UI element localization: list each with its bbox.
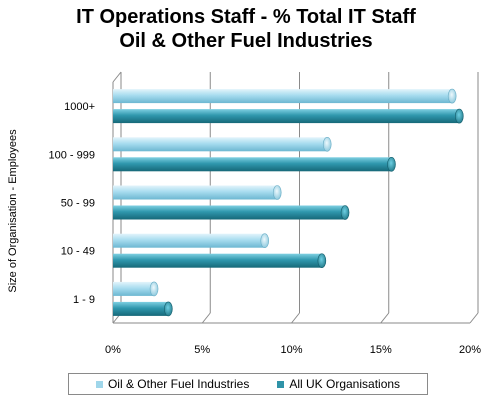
legend-label-series-2: All UK Organisations xyxy=(289,377,401,391)
y-tick-label-0: 1000+ xyxy=(64,101,95,113)
y-tick-label-1: 100 - 999 xyxy=(49,149,95,161)
legend-label-series-1: Oil & Other Fuel Industries xyxy=(107,377,250,391)
legend-item-series-2: All UK Organisations xyxy=(277,377,400,391)
bar-all-uk-1 xyxy=(113,157,392,172)
bar-oil-fuel-0 xyxy=(113,89,453,104)
bar-cap-oil-fuel-3 xyxy=(260,233,270,248)
y-axis-label: Size of Organisation - Employees xyxy=(7,129,19,293)
bar-all-uk-0 xyxy=(113,109,460,124)
x-tick-label-3: 15% xyxy=(370,344,392,356)
legend-swatch-series-1 xyxy=(95,380,103,388)
y-tick-label-3: 10 - 49 xyxy=(61,246,95,258)
chart-legend: Oil & Other Fuel Industries All UK Organ… xyxy=(68,373,428,395)
chart-subtitle: Oil & Other Fuel Industries xyxy=(119,30,373,52)
y-tick-label-4: 1 - 9 xyxy=(73,294,95,306)
bar-oil-fuel-3 xyxy=(113,233,265,248)
bar-cap-all-uk-0 xyxy=(454,108,464,124)
y-tick-label-2: 50 - 99 xyxy=(61,198,95,210)
bar-all-uk-2 xyxy=(113,205,346,220)
gridline-floor-1 xyxy=(201,312,211,324)
x-tick-label-4: 20% xyxy=(459,344,481,356)
bar-cap-all-uk-3 xyxy=(317,253,327,269)
y-axis-top-edge xyxy=(112,71,122,83)
bar-all-uk-3 xyxy=(113,253,322,268)
gridline-floor-3 xyxy=(380,312,390,324)
bar-all-uk-4 xyxy=(113,301,169,316)
legend-item-series-1: Oil & Other Fuel Industries xyxy=(95,377,250,391)
bar-cap-all-uk-4 xyxy=(164,301,173,317)
bar-cap-oil-fuel-4 xyxy=(149,281,159,297)
bar-oil-fuel-2 xyxy=(113,185,278,200)
bar-oil-fuel-4 xyxy=(113,281,155,296)
bar-cap-oil-fuel-0 xyxy=(447,88,457,104)
x-tick-label-2: 10% xyxy=(280,344,302,356)
gridline-floor-2 xyxy=(291,312,300,324)
chart-title: IT Operations Staff - % Total IT Staff xyxy=(76,6,416,28)
bar-cap-oil-fuel-2 xyxy=(272,185,282,200)
x-tick-label-0: 0% xyxy=(105,344,121,356)
bar-cap-all-uk-2 xyxy=(340,205,350,220)
bar-cap-all-uk-1 xyxy=(387,157,396,172)
bar-cap-oil-fuel-1 xyxy=(322,137,332,152)
legend-swatch-series-2 xyxy=(277,380,285,388)
gridline-floor-4 xyxy=(469,312,479,324)
bar-oil-fuel-1 xyxy=(113,137,328,152)
x-tick-label-1: 5% xyxy=(194,344,210,356)
